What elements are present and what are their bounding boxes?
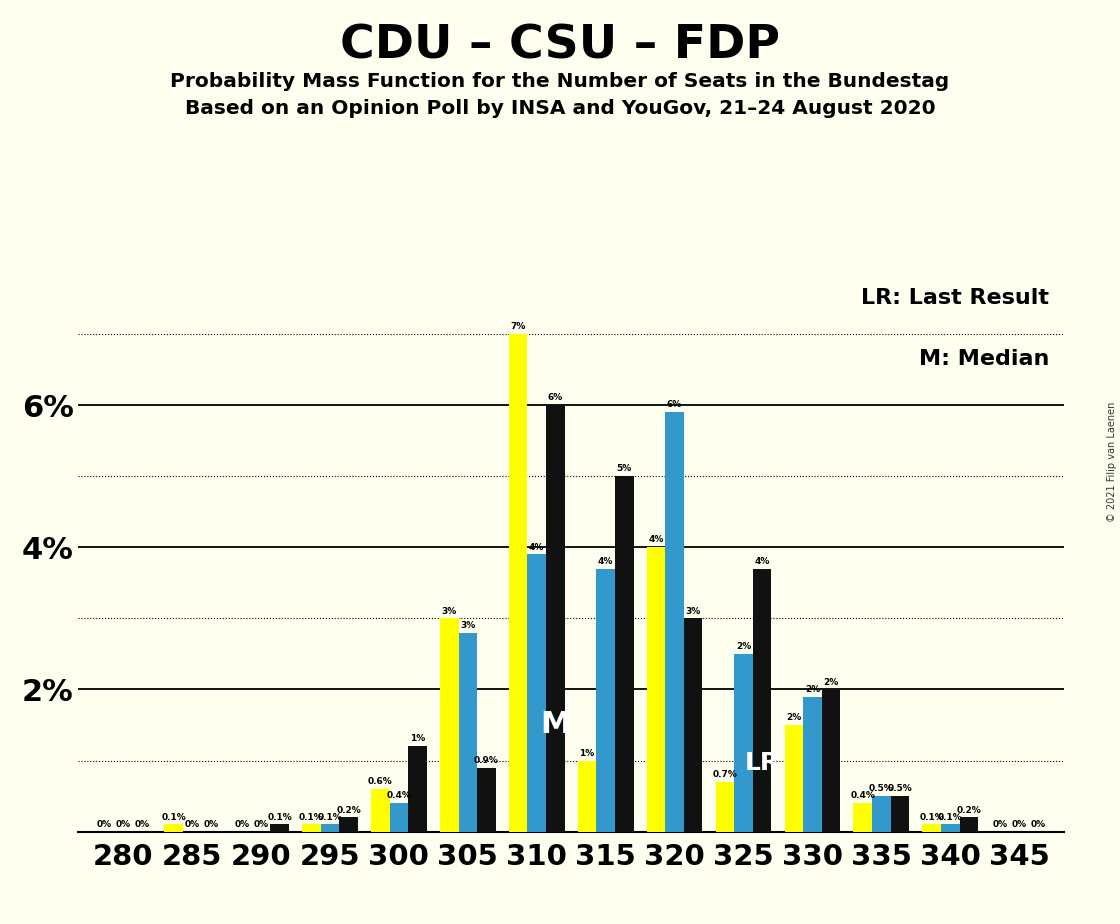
Text: LR: LR [745, 750, 780, 774]
Text: 0.5%: 0.5% [869, 784, 894, 793]
Bar [458, 633, 477, 832]
Text: 2%: 2% [823, 677, 839, 687]
Text: 0.7%: 0.7% [712, 770, 737, 779]
Text: 2%: 2% [786, 713, 802, 723]
Text: 0%: 0% [134, 820, 149, 829]
Bar [822, 689, 840, 832]
Bar [165, 824, 183, 832]
Text: 0%: 0% [203, 820, 218, 829]
Text: © 2021 Filip van Laenen: © 2021 Filip van Laenen [1108, 402, 1117, 522]
Text: 4%: 4% [648, 535, 664, 544]
Text: 0.1%: 0.1% [937, 812, 963, 821]
Bar [547, 405, 564, 832]
Text: 0.1%: 0.1% [268, 812, 292, 821]
Text: 0%: 0% [115, 820, 131, 829]
Bar [684, 618, 702, 832]
Bar [923, 824, 941, 832]
Bar [716, 782, 735, 832]
Text: 6%: 6% [548, 394, 563, 402]
Bar [371, 789, 390, 832]
Bar [477, 768, 496, 832]
Text: 0.6%: 0.6% [367, 777, 393, 786]
Bar [665, 412, 684, 832]
Text: 0.4%: 0.4% [850, 791, 875, 800]
Text: 4%: 4% [755, 557, 769, 565]
Bar [320, 824, 339, 832]
Bar [270, 824, 289, 832]
Text: 3%: 3% [685, 606, 701, 615]
Text: 0%: 0% [97, 820, 112, 829]
Bar [390, 803, 408, 832]
Text: LR: Last Result: LR: Last Result [861, 288, 1049, 309]
Bar [960, 818, 978, 832]
Bar [615, 476, 634, 832]
Text: CDU – CSU – FDP: CDU – CSU – FDP [340, 23, 780, 68]
Text: 0.1%: 0.1% [318, 812, 343, 821]
Text: Probability Mass Function for the Number of Seats in the Bundestag: Probability Mass Function for the Number… [170, 72, 950, 91]
Text: 0.1%: 0.1% [161, 812, 186, 821]
Bar [302, 824, 320, 832]
Bar [853, 803, 872, 832]
Bar [803, 697, 822, 832]
Text: 4%: 4% [598, 557, 614, 565]
Text: 0.2%: 0.2% [336, 806, 361, 815]
Text: M: Median: M: Median [918, 349, 1049, 370]
Text: 0%: 0% [1030, 820, 1045, 829]
Bar [890, 796, 909, 832]
Bar [528, 554, 547, 832]
Bar [646, 547, 665, 832]
Text: 5%: 5% [617, 465, 632, 473]
Bar [872, 796, 890, 832]
Bar [339, 818, 358, 832]
Text: 0.4%: 0.4% [386, 791, 411, 800]
Bar [408, 747, 427, 832]
Text: 0%: 0% [993, 820, 1008, 829]
Text: 3%: 3% [441, 606, 457, 615]
Text: 0.1%: 0.1% [299, 812, 324, 821]
Text: 2%: 2% [736, 642, 752, 651]
Bar [753, 568, 772, 832]
Text: Based on an Opinion Poll by INSA and YouGov, 21–24 August 2020: Based on an Opinion Poll by INSA and You… [185, 99, 935, 118]
Text: 6%: 6% [666, 400, 682, 409]
Text: 3%: 3% [460, 621, 476, 630]
Text: 0%: 0% [253, 820, 269, 829]
Bar [941, 824, 960, 832]
Text: 0.1%: 0.1% [920, 812, 944, 821]
Text: 0%: 0% [235, 820, 250, 829]
Text: 0.9%: 0.9% [474, 756, 498, 765]
Text: 2%: 2% [805, 685, 820, 694]
Bar [578, 760, 596, 832]
Bar [508, 334, 528, 832]
Bar [596, 568, 615, 832]
Text: 0%: 0% [185, 820, 199, 829]
Bar [784, 725, 803, 832]
Text: 0.5%: 0.5% [887, 784, 913, 793]
Bar [735, 654, 753, 832]
Text: 0.2%: 0.2% [956, 806, 981, 815]
Text: 1%: 1% [410, 735, 426, 744]
Text: 0%: 0% [1011, 820, 1027, 829]
Text: 7%: 7% [511, 322, 525, 331]
Text: M: M [540, 711, 570, 739]
Text: 1%: 1% [579, 748, 595, 758]
Bar [440, 618, 458, 832]
Text: 4%: 4% [529, 542, 544, 552]
